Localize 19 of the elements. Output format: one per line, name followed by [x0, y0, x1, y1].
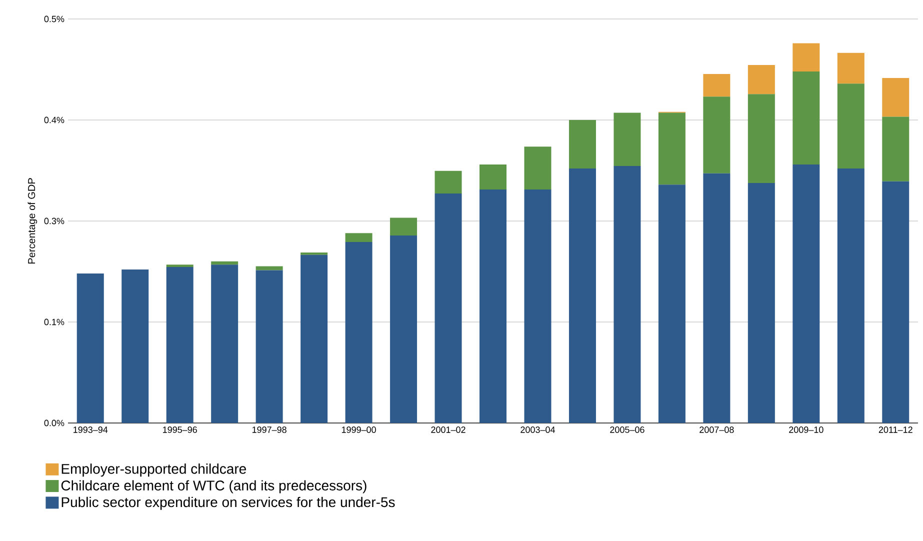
x-tick-label: 1999–00	[342, 426, 376, 433]
legend-label: Public sector expenditure on services for the under-5s	[62, 496, 395, 510]
y-tick-label: 0.1%	[44, 318, 64, 326]
y-tick-label: 0.0%	[44, 420, 64, 426]
x-tick-label: 2001–02	[431, 426, 466, 433]
y-axis-title: Percentage of GDP	[28, 178, 38, 264]
x-tick-label: 1995–96	[163, 426, 197, 433]
legend-label: Childcare element of WTC (and its predecessors)	[61, 480, 366, 494]
y-tick-label: 0.4%	[44, 116, 64, 124]
y-tick-label: 0.5%	[44, 16, 64, 22]
legend-label: Employer-supported childcare	[62, 464, 246, 477]
x-tick-label: 1997–98	[252, 426, 286, 433]
x-tick-label: 2007–08	[700, 426, 734, 433]
x-tick-label: 2005–06	[610, 426, 644, 433]
y-tick-label: 0.3%	[44, 218, 64, 224]
x-tick-label: 1993–94	[74, 426, 108, 433]
x-tick-label: 2011–12	[878, 426, 912, 433]
x-tick-label: 2003–04	[520, 426, 555, 433]
x-tick-label: 2009–10	[789, 426, 824, 433]
